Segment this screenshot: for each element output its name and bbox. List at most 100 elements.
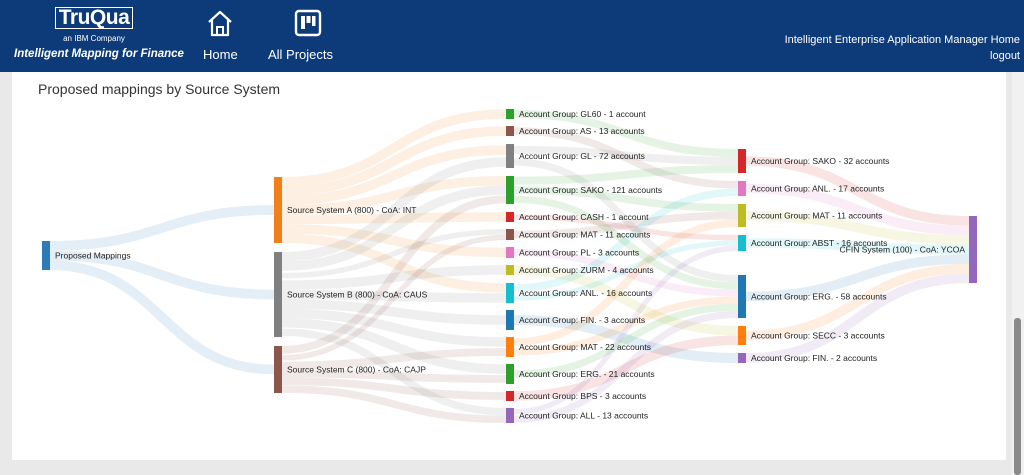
sankey-node-m3[interactable]: [506, 144, 514, 168]
sankey-node-m7[interactable]: [506, 247, 514, 258]
sankey-link[interactable]: [513, 303, 739, 378]
sankey-node-m4[interactable]: [506, 176, 514, 204]
sankey-link[interactable]: [513, 245, 739, 415]
sankey-link[interactable]: [513, 310, 739, 423]
sankey-link[interactable]: [281, 369, 507, 383]
sankey-node-label: CFIN System (100) - CoA: YCOA: [840, 245, 966, 255]
sankey-link[interactable]: [513, 165, 739, 185]
sankey-node-cfin[interactable]: [969, 216, 977, 283]
sankey-link[interactable]: [281, 126, 507, 196]
sankey-link[interactable]: [513, 240, 739, 301]
sankey-link[interactable]: [513, 315, 739, 363]
sankey-link[interactable]: [513, 186, 739, 212]
sankey-link[interactable]: [281, 234, 507, 361]
sankey-node-sb[interactable]: [274, 252, 282, 337]
sankey-link[interactable]: [281, 233, 507, 293]
sankey-node-label: Account Group: MAT - 11 accounts: [519, 230, 650, 240]
sankey-link[interactable]: [513, 158, 739, 283]
sankey-link[interactable]: [281, 212, 507, 225]
sankey-node-m2[interactable]: [506, 126, 514, 136]
sankey-node-label: Account Group: CASH - 1 account: [519, 212, 649, 222]
sankey-link[interactable]: [281, 299, 507, 325]
vertical-scrollbar[interactable]: [1012, 72, 1024, 475]
sankey-node-m10[interactable]: [506, 310, 514, 330]
sankey-link[interactable]: [281, 308, 507, 347]
sankey-link[interactable]: [513, 335, 739, 401]
sankey-link[interactable]: [281, 109, 507, 187]
sankey-link[interactable]: [49, 205, 275, 251]
sankey-link[interactable]: [281, 195, 507, 354]
sankey-link[interactable]: [745, 238, 970, 255]
sankey-link[interactable]: [281, 145, 507, 206]
sankey-node-m14[interactable]: [506, 408, 514, 423]
sankey-link[interactable]: [281, 224, 507, 258]
sankey-node-t4[interactable]: [738, 235, 746, 251]
sankey-link[interactable]: [281, 229, 507, 279]
sankey-node-m6[interactable]: [506, 229, 514, 240]
sankey-node-label: Account Group: ANL. - 17 accounts: [751, 184, 884, 194]
sankey-node-label: Account Group: ABST - 16 accounts: [751, 238, 887, 248]
sankey-node-m8[interactable]: [506, 265, 514, 275]
logo-subtitle: an IBM Company: [63, 34, 125, 43]
sankey-link[interactable]: [281, 348, 507, 370]
sankey-node-m12[interactable]: [506, 364, 514, 384]
sankey-node-t3[interactable]: [738, 204, 746, 227]
nav-home-label: Home: [203, 47, 238, 62]
sankey-link[interactable]: [513, 265, 739, 336]
sankey-link[interactable]: [513, 110, 739, 157]
sankey-link[interactable]: [49, 250, 275, 300]
logout-link[interactable]: logout: [990, 50, 1020, 62]
sankey-node-label: Account Group: ANL. - 16 accounts: [519, 288, 652, 298]
sankey-link[interactable]: [745, 263, 970, 341]
nav-all-projects-button[interactable]: All Projects: [268, 8, 333, 62]
sankey-link[interactable]: [281, 328, 507, 416]
sankey-link[interactable]: [49, 260, 275, 375]
sankey-node-m11[interactable]: [506, 337, 514, 357]
sankey-link[interactable]: [745, 156, 970, 226]
sankey-node-sc[interactable]: [274, 346, 282, 393]
sankey-link[interactable]: [281, 377, 507, 400]
sankey-node-m9[interactable]: [506, 283, 514, 303]
sankey-link[interactable]: [513, 248, 739, 297]
sankey-link[interactable]: [513, 219, 739, 346]
sankey-node-t2[interactable]: [738, 181, 746, 196]
sankey-node-m5[interactable]: [506, 212, 514, 222]
sankey-link[interactable]: [281, 265, 507, 290]
sankey-link[interactable]: [513, 195, 739, 290]
sankey-node-t6[interactable]: [738, 326, 746, 345]
truqua-logo: TruQua: [14, 6, 174, 30]
brand-block[interactable]: TruQua an IBM Company Intelligent Mappin…: [14, 6, 184, 62]
sankey-node-label: Account Group: SAKO - 32 accounts: [751, 156, 889, 166]
sankey-link[interactable]: [745, 273, 970, 363]
page-title: Proposed mappings by Source System: [38, 81, 281, 97]
sankey-link[interactable]: [513, 296, 739, 356]
sankey-link[interactable]: [513, 146, 739, 165]
sankey-node-label: Account Group: MAT - 11 accounts: [751, 211, 882, 221]
sankey-link[interactable]: [281, 318, 507, 374]
sankey-link[interactable]: [513, 211, 739, 239]
sankey-link[interactable]: [281, 385, 507, 423]
sankey-link[interactable]: [281, 289, 507, 303]
sankey-node-root[interactable]: [42, 241, 50, 270]
app-manager-home-link[interactable]: Intelligent Enterprise Application Manag…: [784, 34, 1020, 46]
sankey-node-t5[interactable]: [738, 275, 746, 318]
sankey-node-t7[interactable]: [738, 353, 746, 363]
sankey-node-m13[interactable]: [506, 391, 514, 401]
sankey-link[interactable]: [745, 254, 970, 302]
sankey-link[interactable]: [281, 185, 507, 271]
nav-home-button[interactable]: Home: [203, 8, 238, 62]
home-icon: [208, 10, 233, 37]
sankey-link[interactable]: [745, 183, 970, 236]
sankey-node-t1[interactable]: [738, 149, 746, 173]
sankey-node-m1[interactable]: [506, 109, 514, 119]
sankey-link[interactable]: [745, 210, 970, 245]
sankey-node-sa[interactable]: [274, 177, 282, 243]
sankey-link[interactable]: [513, 188, 739, 292]
sankey-link[interactable]: [513, 214, 739, 241]
top-navigation-bar: TruQua an IBM Company Intelligent Mappin…: [0, 0, 1024, 72]
sankey-link[interactable]: [281, 157, 507, 262]
sankey-link[interactable]: [513, 127, 739, 189]
scrollbar-thumb[interactable]: [1014, 318, 1021, 475]
sankey-node-label: Account Group: MAT - 22 accounts: [519, 342, 651, 352]
sankey-link[interactable]: [281, 176, 507, 215]
